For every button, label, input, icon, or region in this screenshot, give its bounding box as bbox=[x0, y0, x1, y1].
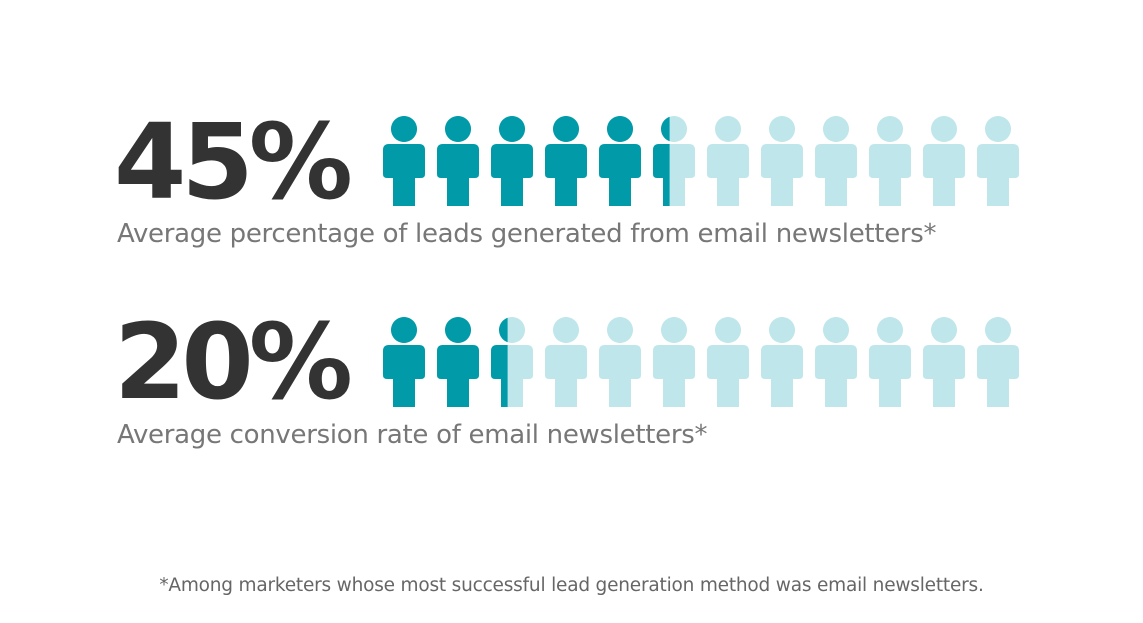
stat-value-conversion: 20% bbox=[114, 301, 353, 423]
person-icon bbox=[707, 116, 749, 206]
person-icon bbox=[599, 116, 641, 206]
person-icon bbox=[545, 317, 587, 407]
person-icon bbox=[815, 116, 857, 206]
person-icon bbox=[383, 116, 425, 206]
person-icon bbox=[491, 317, 533, 407]
footnote: *Among marketers whose most successful l… bbox=[159, 575, 984, 596]
person-icon bbox=[923, 116, 965, 206]
stat-value-leads: 45% bbox=[114, 101, 353, 223]
stat-caption-leads: Average percentage of leads generated fr… bbox=[117, 219, 937, 249]
person-icon bbox=[977, 317, 1019, 407]
person-icon bbox=[545, 116, 587, 206]
person-icon bbox=[491, 116, 533, 206]
person-icon bbox=[815, 317, 857, 407]
person-icon bbox=[437, 116, 479, 206]
pictograph-leads bbox=[383, 116, 1019, 206]
person-icon bbox=[761, 116, 803, 206]
person-icon bbox=[977, 116, 1019, 206]
person-icon bbox=[599, 317, 641, 407]
person-icon bbox=[869, 116, 911, 206]
person-icon bbox=[923, 317, 965, 407]
person-icon bbox=[869, 317, 911, 407]
person-icon bbox=[761, 317, 803, 407]
pictograph-conversion bbox=[383, 317, 1019, 407]
stat-caption-conversion: Average conversion rate of email newslet… bbox=[117, 420, 708, 450]
person-icon bbox=[383, 317, 425, 407]
person-icon bbox=[653, 116, 695, 206]
person-icon bbox=[707, 317, 749, 407]
person-icon bbox=[437, 317, 479, 407]
person-icon bbox=[653, 317, 695, 407]
